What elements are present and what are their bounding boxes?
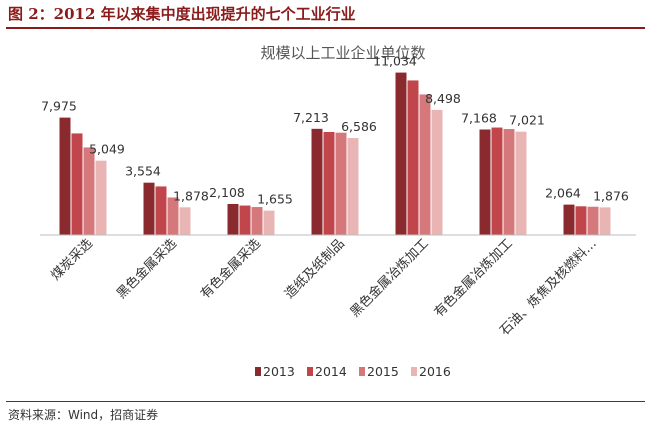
category-label: 有色金属采选: [197, 236, 263, 302]
category-label: 石油、炼焦及核燃料…: [497, 236, 600, 339]
legend-swatch-2015: [359, 367, 365, 376]
legend-swatch-2014: [307, 367, 313, 376]
legend-label-2016: 2016: [419, 364, 451, 379]
bar-2013-0: [59, 117, 71, 235]
bar-2014-5: [491, 127, 503, 235]
bar-2016-0: [95, 160, 107, 235]
data-label: 11,034: [373, 54, 417, 69]
data-label: 1,876: [593, 188, 629, 203]
data-label: 5,049: [89, 142, 125, 157]
bar-2013-6: [563, 204, 575, 235]
bar-2015-3: [335, 132, 347, 235]
bar-2014-2: [239, 205, 251, 235]
data-label: 1,878: [173, 188, 209, 203]
bar-2013-2: [227, 203, 239, 235]
bars-group: [59, 72, 611, 235]
data-label: 7,975: [41, 99, 77, 114]
bar-2013-5: [479, 129, 491, 235]
source-divider: [6, 401, 645, 402]
bar-2013-3: [311, 128, 323, 235]
category-label: 造纸及纸制品: [282, 236, 348, 302]
bar-2014-3: [323, 131, 335, 235]
bar-2014-4: [407, 80, 419, 235]
bar-2013-4: [395, 72, 407, 235]
data-label: 2,108: [209, 185, 245, 200]
bar-2015-4: [419, 94, 431, 235]
bar-2015-5: [503, 129, 515, 235]
bar-2013-1: [143, 182, 155, 235]
bar-2015-6: [587, 206, 599, 235]
bar-2016-5: [515, 131, 527, 235]
bar-2016-1: [179, 207, 191, 235]
source-note: 资料来源：Wind，招商证券: [8, 408, 159, 422]
data-label: 7,213: [293, 110, 329, 125]
bar-2014-0: [71, 133, 83, 235]
data-label: 8,498: [425, 91, 461, 106]
data-label: 2,064: [545, 186, 581, 201]
bar-2014-1: [155, 186, 167, 235]
title-divider: [6, 27, 645, 29]
bar-2016-6: [599, 207, 611, 235]
bar-2015-1: [167, 197, 179, 235]
bar-2016-4: [431, 109, 443, 235]
legend-label-2013: 2013: [263, 364, 295, 379]
legend: 2013 2014 2015 2016: [255, 364, 451, 379]
data-label: 3,554: [125, 164, 161, 179]
data-label: 7,021: [509, 113, 545, 128]
category-label: 黑色金属冶炼加工: [347, 236, 432, 321]
bar-2015-2: [251, 207, 263, 235]
chart-title: 规模以上工业企业单位数: [260, 44, 425, 62]
category-label: 煤炭采选: [48, 236, 95, 283]
legend-swatch-2016: [411, 367, 417, 376]
category-labels-group: 煤炭采选 黑色金属采选 有色金属采选 造纸及纸制品 黑色金属冶炼加工 有色金属冶炼加工石油…: [48, 236, 599, 339]
bar-2016-2: [263, 210, 275, 235]
figure-title: 图 2：2012 年以来集中度出现提升的七个工业行业: [8, 5, 356, 23]
bar-2015-0: [83, 147, 95, 235]
legend-swatch-2013: [255, 367, 261, 376]
category-label: 有色金属冶炼加工: [431, 236, 516, 321]
data-label: 6,586: [341, 119, 377, 134]
bar-2016-3: [347, 138, 359, 235]
category-label: 黑色金属采选: [113, 236, 179, 302]
data-label: 7,168: [461, 110, 497, 125]
data-label: 1,655: [257, 192, 293, 207]
legend-label-2014: 2014: [315, 364, 347, 379]
bar-2014-6: [575, 206, 587, 235]
legend-label-2015: 2015: [367, 364, 399, 379]
